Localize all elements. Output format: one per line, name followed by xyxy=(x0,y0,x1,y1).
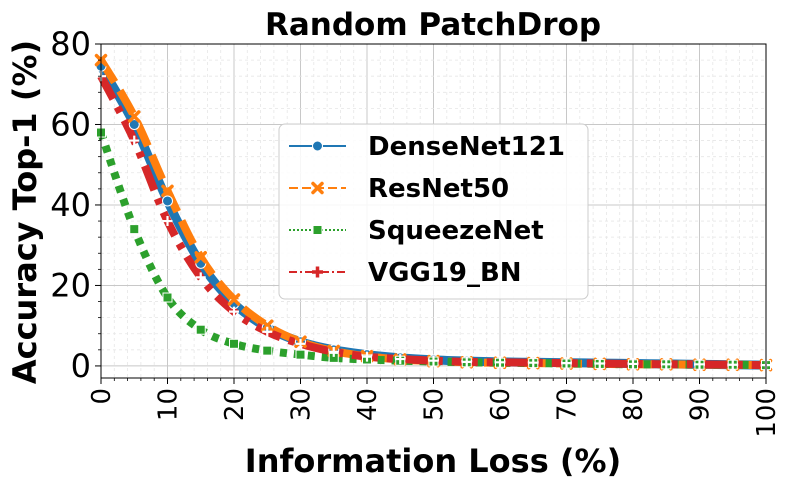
data-point-vgg19_bn xyxy=(328,346,339,357)
data-point-resnet50 xyxy=(128,110,141,123)
data-point-resnet50 xyxy=(227,293,241,306)
data-point-vgg19_bn xyxy=(229,306,239,317)
data-point-densenet121 xyxy=(128,118,140,130)
x-tick-label: 30 xyxy=(287,388,317,421)
legend-label: SqueezeNet xyxy=(368,216,544,246)
x-tick-label: 20 xyxy=(220,388,250,421)
data-point-squeezenet xyxy=(162,292,173,303)
chart-title: Random PatchDrop xyxy=(265,7,601,43)
data-point-vgg19_bn xyxy=(129,135,140,146)
data-point-squeezenet xyxy=(262,345,273,356)
y-tick-label: 40 xyxy=(50,186,91,224)
legend-marker xyxy=(312,225,323,235)
data-point-densenet121 xyxy=(162,195,173,207)
data-point-vgg19_bn xyxy=(295,338,306,349)
x-tick-label: 90 xyxy=(686,388,716,421)
legend-item-vgg19_bn: VGG19_BN xyxy=(289,258,522,288)
data-point-vgg19_bn xyxy=(528,357,539,368)
data-point-vgg19_bn xyxy=(694,359,705,370)
y-axis-label: Accuracy Top-1 (%) xyxy=(6,40,44,384)
data-point-vgg19_bn xyxy=(195,272,206,283)
x-tick-label: 10 xyxy=(154,388,184,421)
y-tick-label: 0 xyxy=(71,347,91,385)
x-tick-label: 40 xyxy=(353,388,383,421)
legend-item-squeezenet: SqueezeNet xyxy=(289,216,544,246)
data-point-squeezenet xyxy=(129,224,140,235)
x-tick-label: 70 xyxy=(553,388,583,421)
data-point-resnet50 xyxy=(194,251,207,264)
data-point-squeezenet xyxy=(229,338,239,349)
data-point-resnet50 xyxy=(161,184,174,198)
data-point-vgg19_bn xyxy=(594,358,605,369)
x-tick-label: 80 xyxy=(619,388,649,421)
data-point-vgg19_bn xyxy=(628,358,638,369)
y-tick-label: 20 xyxy=(50,266,91,304)
series-markers xyxy=(94,53,773,372)
x-axis-label: Information Loss (%) xyxy=(245,442,621,480)
x-tick-label: 50 xyxy=(420,388,450,421)
legend-box xyxy=(278,123,589,300)
data-point-squeezenet xyxy=(295,349,306,360)
data-point-vgg19_bn xyxy=(162,216,173,227)
ticks: 0 20 40 60 80 0 10 20 30 40 50 60 70 80 90 100 xyxy=(50,25,782,438)
legend-marker xyxy=(311,181,324,195)
legend-marker xyxy=(312,140,323,152)
data-point-vgg19_bn xyxy=(461,356,472,367)
x-tick-label: 0 xyxy=(87,388,117,405)
data-point-vgg19_bn xyxy=(561,358,572,369)
data-point-resnet50 xyxy=(261,319,274,332)
data-point-vgg19_bn xyxy=(362,351,372,362)
x-tick-label: 60 xyxy=(486,388,516,421)
legend: DenseNet121 ResNet50 SqueezeNet VGG19_BN xyxy=(278,123,589,300)
legend-label: ResNet50 xyxy=(368,174,509,204)
legend-item-densenet121: DenseNet121 xyxy=(289,132,565,162)
data-point-vgg19_bn xyxy=(661,359,672,370)
data-point-squeezenet xyxy=(195,324,206,335)
data-point-vgg19_bn xyxy=(395,354,406,365)
y-tick-label: 60 xyxy=(50,105,91,143)
y-tick-label: 80 xyxy=(50,25,91,63)
data-point-vgg19_bn xyxy=(428,355,439,366)
legend-marker xyxy=(312,266,323,278)
legend-item-resnet50: ResNet50 xyxy=(289,174,509,204)
x-tick-label: 100 xyxy=(752,388,782,438)
data-point-vgg19_bn xyxy=(727,359,738,370)
data-point-vgg19_bn xyxy=(262,326,273,337)
legend-label: VGG19_BN xyxy=(368,258,522,288)
legend-label: DenseNet121 xyxy=(368,132,565,162)
grid xyxy=(100,43,767,378)
data-point-vgg19_bn xyxy=(495,357,505,368)
